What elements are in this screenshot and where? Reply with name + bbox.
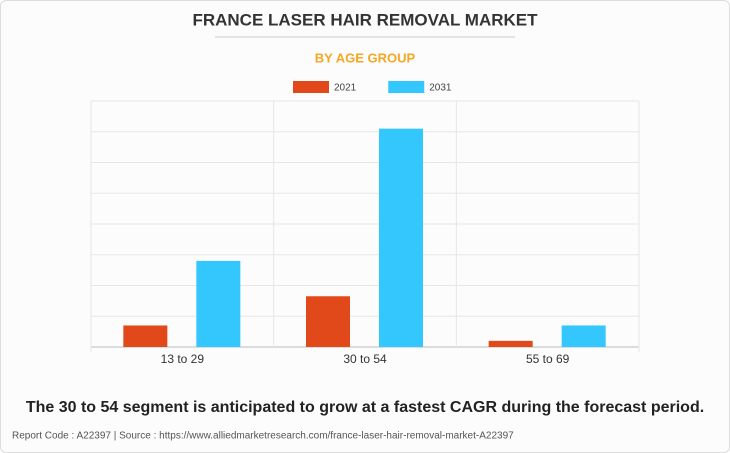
legend-swatch bbox=[388, 81, 425, 93]
bar bbox=[196, 260, 241, 347]
bar bbox=[561, 325, 606, 347]
chart-title: FRANCE LASER HAIR REMOVAL MARKET bbox=[192, 10, 538, 29]
chart-subtitle: BY AGE GROUP bbox=[315, 50, 416, 65]
legend-swatch bbox=[293, 81, 329, 93]
caption: The 30 to 54 segment is anticipated to g… bbox=[26, 399, 704, 416]
bar bbox=[306, 296, 350, 347]
bar bbox=[123, 325, 168, 347]
footer: Report Code : A22397 | Source : https://… bbox=[12, 431, 514, 442]
x-tick-label: 30 to 54 bbox=[343, 352, 387, 366]
x-tick-label: 13 to 29 bbox=[161, 352, 205, 366]
bar bbox=[379, 128, 423, 347]
bar bbox=[488, 340, 533, 347]
x-tick-label: 55 to 69 bbox=[526, 352, 570, 366]
legend-label: 2031 bbox=[429, 83, 452, 94]
legend-label: 2021 bbox=[334, 83, 357, 94]
